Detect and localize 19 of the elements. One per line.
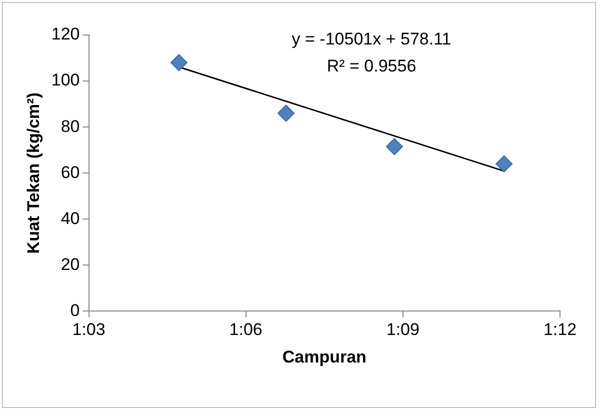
y-tick-label: 100	[51, 70, 80, 90]
x-tick-label: 1:06	[229, 320, 262, 340]
y-tick-label: 0	[70, 300, 80, 320]
x-tick-label: 1:09	[386, 320, 420, 340]
x-axis-title: Campuran	[282, 347, 366, 366]
annotation: y = -10501x + 578.11	[292, 30, 452, 49]
y-tick-label: 40	[60, 208, 80, 228]
point	[496, 155, 513, 172]
y-tick-label: 60	[60, 162, 80, 182]
y-tick-label: 120	[51, 24, 80, 44]
point	[386, 138, 403, 156]
point	[278, 104, 295, 122]
point	[170, 54, 188, 72]
y-tick-label: 80	[60, 116, 80, 136]
x-tick-label: 1:03	[72, 320, 106, 340]
y-tick-label: 20	[60, 254, 80, 274]
y-axis-title: Kuat Tekan (kg/cm²)	[24, 92, 43, 254]
annotation: R² = 0.9556	[326, 56, 416, 76]
x-tick-label: 1:12	[543, 320, 577, 340]
